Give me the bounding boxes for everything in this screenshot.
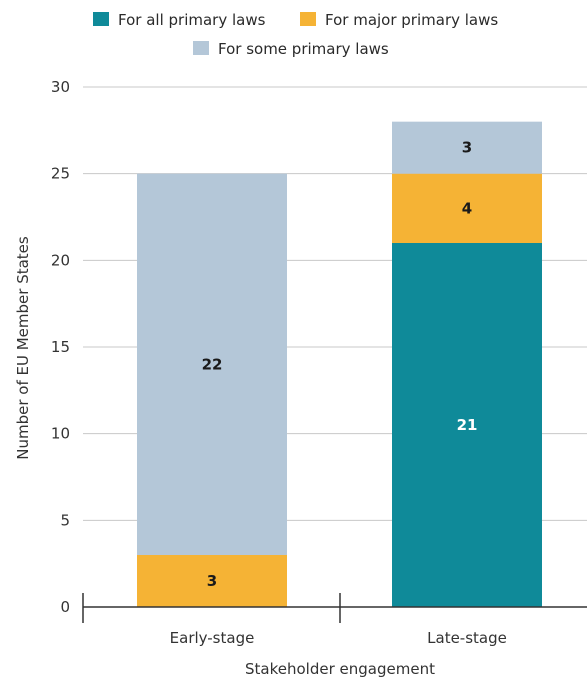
legend: For all primary laws For major primary la… <box>93 11 498 58</box>
bar-segment <box>392 173 542 243</box>
data-label: 21 <box>457 416 478 434</box>
y-tick-label: 30 <box>51 78 70 96</box>
y-tick-label: 10 <box>51 425 70 443</box>
bar-segment <box>137 173 287 555</box>
x-axis-title: Stakeholder engagement <box>245 660 435 678</box>
data-label: 3 <box>462 139 472 157</box>
legend-swatch <box>193 41 209 55</box>
data-label: 3 <box>207 572 217 590</box>
y-tick-label: 15 <box>51 338 70 356</box>
legend-swatch <box>93 12 109 26</box>
y-tick-label: 25 <box>51 165 70 183</box>
y-tick-label: 0 <box>60 598 70 616</box>
data-label: 4 <box>462 199 472 217</box>
bar-segment <box>392 243 542 607</box>
legend-label: For some primary laws <box>218 40 389 58</box>
data-label: 22 <box>202 355 223 373</box>
legend-label: For all primary laws <box>118 11 266 29</box>
bars: 3 22 21 4 3 <box>137 121 542 607</box>
bar-segment <box>392 121 542 174</box>
y-tick-label: 5 <box>60 511 70 529</box>
bar-segment <box>137 555 287 607</box>
x-tick-label: Late-stage <box>427 629 507 647</box>
legend-label: For major primary laws <box>325 11 498 29</box>
axes: Early-stage Late-stage <box>82 593 587 647</box>
legend-swatch <box>300 12 316 26</box>
y-tick-label: 20 <box>51 251 70 269</box>
x-tick-label: Early-stage <box>170 629 255 647</box>
y-axis-title: Number of EU Member States <box>14 236 32 460</box>
